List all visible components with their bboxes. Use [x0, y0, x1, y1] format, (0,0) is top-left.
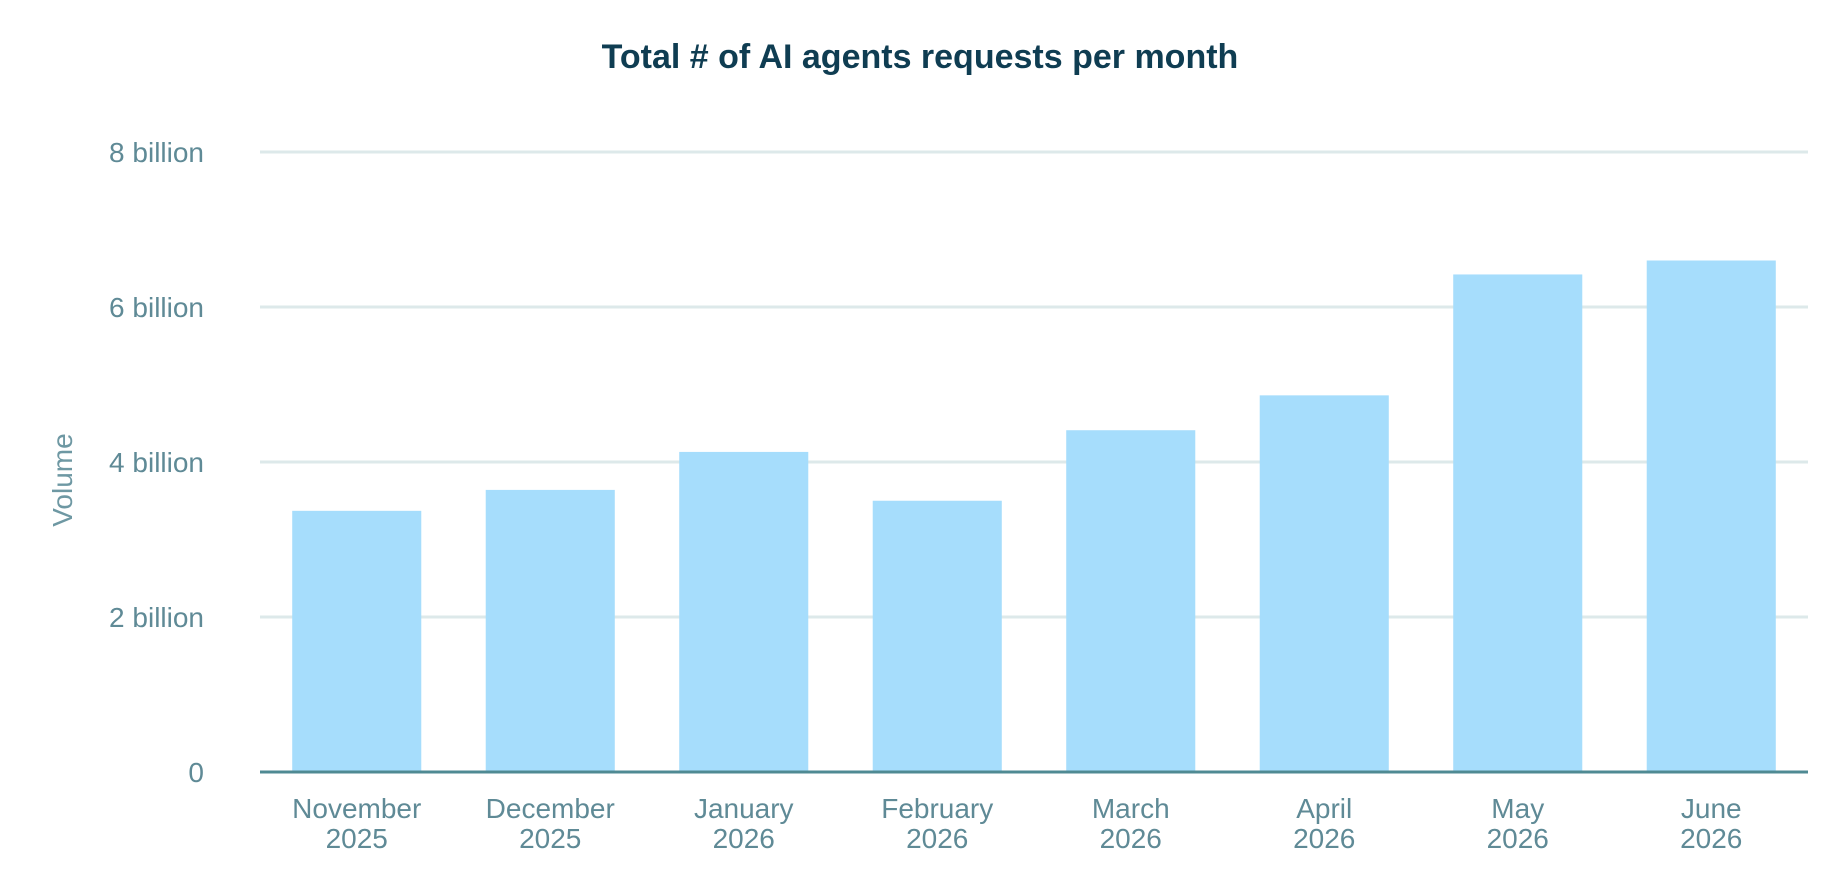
x-tick-label: February 2026	[881, 793, 993, 854]
x-tick-label-line: April	[1296, 793, 1352, 824]
x-tick-label-line: 2025	[519, 823, 581, 854]
x-tick-label: January 2026	[694, 793, 794, 854]
bar	[485, 489, 615, 772]
x-tick-label-line: June	[1681, 793, 1742, 824]
x-tick-label-line: November	[292, 793, 421, 824]
y-tick-label: 6 billion	[109, 292, 204, 323]
x-tick-label: June 2026	[1680, 793, 1742, 854]
bar	[679, 451, 809, 772]
x-tick-label-line: March	[1092, 793, 1170, 824]
x-tick-label-line: 2026	[1293, 823, 1355, 854]
x-tick-label-line: December	[486, 793, 615, 824]
x-tick-label: April 2026	[1293, 793, 1355, 854]
x-tick-label-line: 2026	[1100, 823, 1162, 854]
bar	[1066, 430, 1196, 772]
bar	[1646, 260, 1776, 772]
x-tick-label: March 2026	[1092, 793, 1170, 854]
x-tick-label-line: May	[1491, 793, 1544, 824]
x-tick-label-line: 2026	[1487, 823, 1549, 854]
bar	[1259, 395, 1389, 772]
x-tick-label-line: February	[881, 793, 993, 824]
x-tick-label-line: 2026	[906, 823, 968, 854]
bar	[872, 500, 1002, 772]
y-axis-title: Volume	[47, 433, 78, 526]
x-tick-label: December 2025	[486, 793, 615, 854]
y-tick-label: 8 billion	[109, 137, 204, 168]
x-tick-label: November 2025	[292, 793, 421, 854]
x-tick-label-line: 2026	[1680, 823, 1742, 854]
y-tick-label: 0	[188, 757, 204, 788]
y-tick-label: 4 billion	[109, 447, 204, 478]
y-tick-label: 2 billion	[109, 602, 204, 633]
chart-title: Total # of AI agents requests per month	[601, 38, 1239, 76]
bar	[292, 510, 422, 772]
x-tick-label-line: 2026	[713, 823, 775, 854]
bar	[1453, 274, 1583, 772]
x-tick-label: May 2026	[1487, 793, 1549, 854]
x-tick-label-line: January	[694, 793, 794, 824]
x-tick-label-line: 2025	[326, 823, 388, 854]
